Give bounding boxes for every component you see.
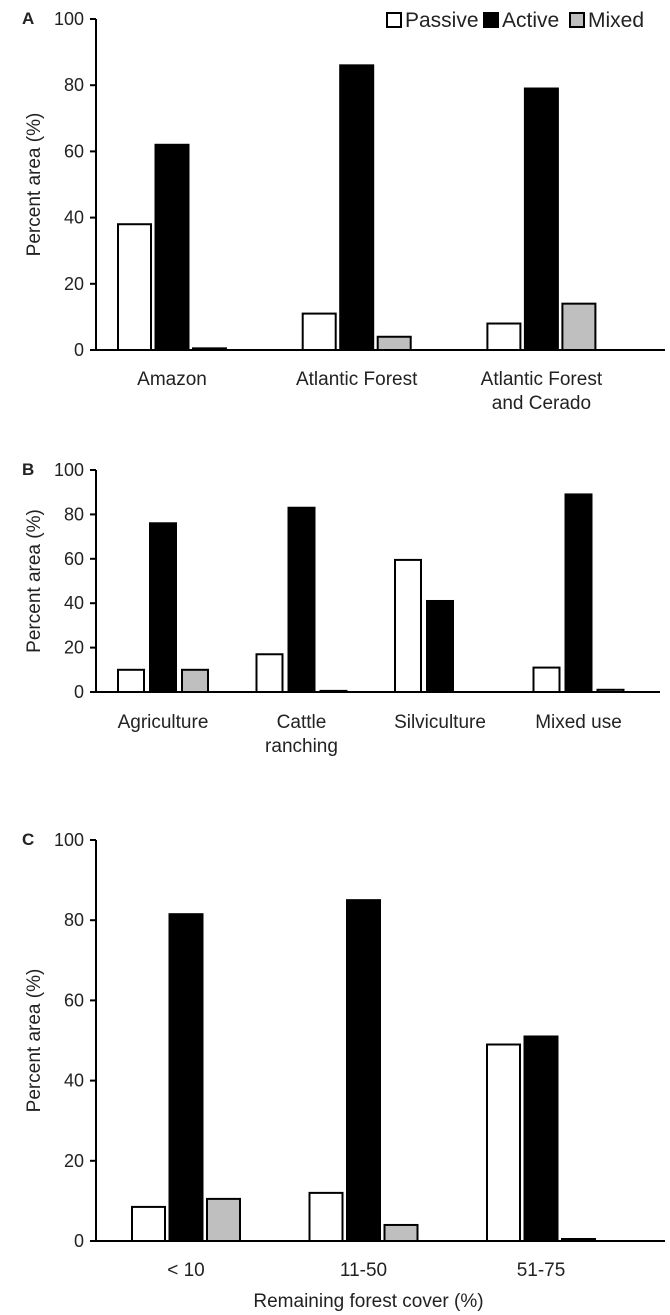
bar-active <box>339 64 375 351</box>
bar-active <box>523 87 559 351</box>
panel-c: C 0 20 40 60 80 100 < 10 11-50 51-75 Percent area … <box>22 830 665 1312</box>
y-tick-label: 60 <box>64 549 84 569</box>
bar-passive <box>308 1191 344 1243</box>
bar-active <box>149 522 177 694</box>
legend-swatch-mixed <box>569 12 585 28</box>
bar-passive <box>486 322 522 351</box>
bar-passive <box>486 1043 521 1243</box>
bar-active <box>154 143 190 351</box>
panel-b: B 0 20 40 60 80 100 Agriculture Cattle ranching Si… <box>22 460 660 757</box>
x-category-label: 11-50 <box>340 1260 387 1281</box>
y-tick-label: 20 <box>64 1151 84 1171</box>
x-category-label-line: Silviculture <box>394 712 486 733</box>
x-category-label-line: Atlantic Forest <box>481 369 603 390</box>
y-axis-title: Percent area (%) <box>24 113 45 257</box>
x-category-label-line: Atlantic Forest <box>296 369 418 390</box>
bar-passive <box>117 668 145 693</box>
x-category-label: Silviculture <box>394 712 486 733</box>
y-tick-label: 60 <box>64 990 84 1010</box>
y-axis-title: Percent area (%) <box>24 969 45 1113</box>
y-tick-label: 80 <box>64 504 84 524</box>
bar-mixed <box>561 302 597 352</box>
x-category-label: Mixed use <box>535 712 622 733</box>
x-category-label: Amazon <box>137 369 207 390</box>
bar-active <box>168 913 204 1242</box>
bar-passive <box>131 1205 166 1243</box>
x-category-label-line: Mixed use <box>535 712 622 733</box>
bar-active <box>523 1035 559 1242</box>
y-axis-title: Percent area (%) <box>24 509 45 653</box>
legend-label-active: Active <box>502 9 559 32</box>
bar-active <box>426 599 454 693</box>
y-tick-label: 60 <box>64 141 84 161</box>
panel-letter-a: A <box>22 9 34 28</box>
x-category-label: Cattle ranching <box>265 712 338 757</box>
x-category-label: < 10 <box>167 1260 205 1281</box>
x-axis-title: Remaining forest cover (%) <box>253 1291 483 1312</box>
bar-active <box>564 493 593 694</box>
y-tick-label: 100 <box>54 9 84 29</box>
bar-mixed <box>383 1223 419 1242</box>
y-tick-label: 80 <box>64 910 84 930</box>
y-tick-label: 80 <box>64 75 84 95</box>
panel-letter-b: B <box>22 460 34 479</box>
x-category-label: Agriculture <box>118 712 209 733</box>
y-tick-label: 40 <box>64 208 84 228</box>
bar-passive <box>394 558 422 693</box>
x-category-label-line: 51-75 <box>517 1260 566 1281</box>
legend-swatch-active <box>483 12 499 28</box>
x-category-label-line: ranching <box>265 736 338 757</box>
bar-passive <box>532 666 561 694</box>
x-category-label: Atlantic Forest and Cerado <box>481 369 603 414</box>
bar-passive <box>117 223 152 351</box>
y-tick-label: 20 <box>64 274 84 294</box>
legend-label-mixed: Mixed <box>588 9 644 32</box>
x-category-label-line: and Cerado <box>492 393 591 414</box>
x-category-label: 51-75 <box>517 1260 566 1281</box>
y-tick-label: 20 <box>64 638 84 658</box>
bar-mixed <box>376 335 412 352</box>
legend-item-passive: Passive <box>386 9 479 32</box>
x-category-label-line: < 10 <box>167 1260 205 1281</box>
x-category-label-line: Agriculture <box>118 712 209 733</box>
legend: Passive Active Mixed <box>386 9 644 32</box>
y-tick-label: 100 <box>54 460 84 480</box>
legend-item-active: Active <box>483 9 559 32</box>
bar-active <box>287 506 316 693</box>
legend-item-mixed: Mixed <box>569 9 644 32</box>
y-tick-label: 0 <box>74 1231 84 1251</box>
panel-letter-c: C <box>22 830 34 849</box>
y-tick-label: 0 <box>74 682 84 702</box>
x-category-label-line: Amazon <box>137 369 207 390</box>
y-tick-label: 40 <box>64 593 84 613</box>
x-category-label-line: Cattle <box>277 712 327 733</box>
bar-mixed <box>206 1197 241 1243</box>
bar-mixed <box>181 668 209 693</box>
bar-active <box>346 899 381 1243</box>
x-category-label-line: 11-50 <box>340 1260 387 1281</box>
bar-passive <box>255 653 284 694</box>
y-tick-label: 0 <box>74 340 84 360</box>
y-tick-label: 40 <box>64 1071 84 1091</box>
y-tick-label: 100 <box>54 830 84 850</box>
legend-swatch-passive <box>386 12 402 28</box>
x-category-label: Atlantic Forest <box>296 369 418 390</box>
legend-label-passive: Passive <box>405 9 479 32</box>
bar-passive <box>301 312 337 351</box>
